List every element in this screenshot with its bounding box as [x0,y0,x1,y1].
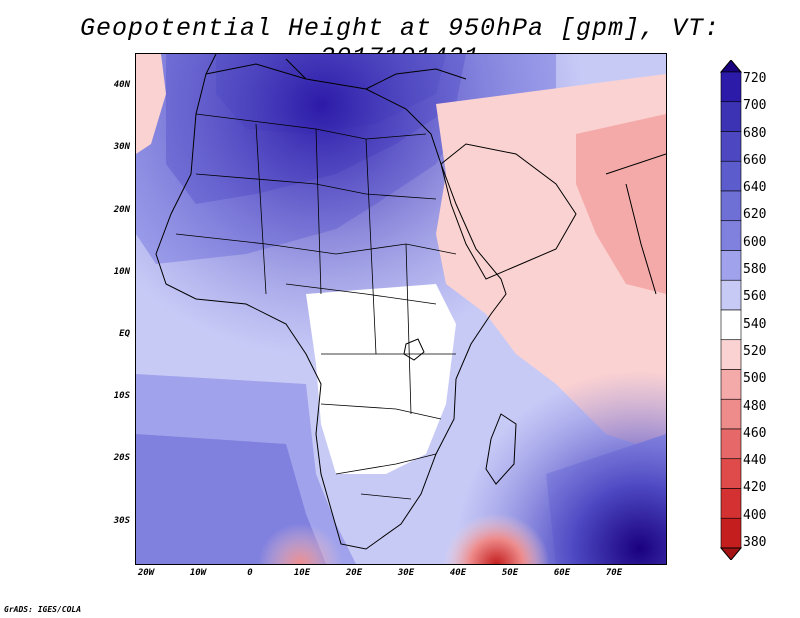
colorbar-swatch [720,339,742,370]
lat-label-20n: 20N [113,205,130,215]
lat-label-20s: 20S [113,453,130,463]
colorbar-label: 400 [743,507,767,523]
colorbar-swatch [720,279,742,311]
lon-label-10w: 10W [189,568,207,578]
lon-label-70e: 70E [605,568,623,578]
colorbar-swatch [720,458,742,489]
coastlines [155,54,666,550]
lon-label-0: 0 [247,568,253,578]
colorbar [720,60,742,560]
lon-label-20w: 20W [137,568,155,578]
lon-label-60e: 60E [553,568,571,578]
lon-label-30e: 30E [397,568,415,578]
lat-label-30s: 30S [113,516,130,526]
colorbar-swatch [720,309,742,341]
colorbar-bottom-arrow [720,547,742,560]
colorbar-swatch [720,190,742,222]
colorbar-swatch [720,398,742,430]
colorbar-swatch [720,428,742,460]
colorbar-swatch [720,517,742,549]
lon-label-20e: 20E [345,568,363,578]
colorbar-swatch [720,131,742,162]
colorbar-label: 520 [743,343,767,359]
colorbar-top-arrow [720,60,742,73]
lat-label-eq: EQ [119,329,130,339]
colorbar-label: 560 [743,289,767,305]
lat-label-10n: 10N [113,267,130,277]
colorbar-label: 640 [743,180,767,196]
colorbar-swatch [720,250,742,281]
africa-coast [155,63,507,550]
field-low-southwest [136,54,666,564]
map-svg [136,54,666,564]
colorbar-label: 460 [743,425,767,441]
colorbar-label: 620 [743,207,767,223]
colorbar-label: 540 [743,316,767,332]
colorbar-label: 500 [743,371,767,387]
arabia-coast [440,143,577,280]
madagascar-coast [485,413,517,485]
lon-label-40e: 40E [449,568,467,578]
colorbar-swatch [720,101,742,132]
europe-coast [205,54,467,90]
lat-label-30n: 30N [113,142,130,152]
lat-label-40n: 40N [113,80,130,90]
colorbar-label: 580 [743,262,767,278]
lat-label-10s: 10S [113,391,130,401]
colorbar-label: 420 [743,480,767,496]
india-coast [605,153,666,295]
lon-label-10e: 10E [293,568,311,578]
grads-credit: GrADS: IGES/COLA [4,605,82,614]
lon-label-50e: 50E [501,568,519,578]
map-panel [135,53,667,565]
colorbar-swatch [720,71,742,103]
colorbar-label: 440 [743,453,767,469]
colorbar-swatch [720,160,742,192]
lake-victoria [403,338,425,361]
colorbar-label: 480 [743,398,767,414]
country-borders [175,113,457,500]
colorbar-label: 660 [743,152,767,168]
colorbar-swatch [720,369,742,400]
colorbar-swatch [720,220,742,251]
colorbar-label: 600 [743,234,767,250]
colorbar-label: 680 [743,125,767,141]
colorbar-label: 380 [743,535,767,550]
colorbar-swatch [720,488,742,519]
colorbar-label: 720 [743,71,767,86]
colorbar-label: 700 [743,98,767,114]
